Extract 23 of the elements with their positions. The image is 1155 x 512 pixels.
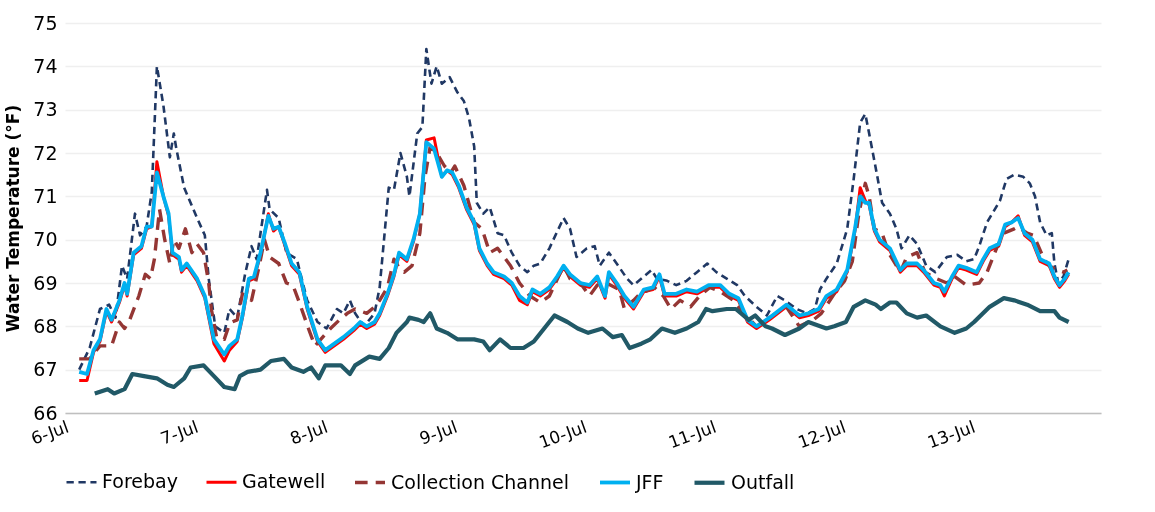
legend-label: Outfall [731,470,795,493]
y-axis-title: Water Temperature (°F) [3,104,24,333]
legend-label: Gatewell [242,470,326,493]
x-tick-label: 9-Jul [416,416,460,449]
y-tick-label: 68 [33,314,58,337]
y-tick-label: 71 [33,184,58,207]
x-tick-label: 13-Jul [924,416,978,453]
y-tick-label: 69 [33,271,58,294]
x-tick-label: 8-Jul [287,416,331,449]
x-tick-label: 12-Jul [795,416,849,453]
y-tick-label: 72 [33,141,58,164]
x-tick-label: 10-Jul [536,416,590,453]
legend-label: Collection Channel [391,470,570,493]
x-tick-label: 7-Jul [157,416,201,449]
y-tick-label: 66 [33,401,58,424]
legend-label: JFF [635,470,664,493]
legend-label: Forebay [102,470,178,493]
y-tick-label: 67 [33,358,58,381]
y-tick-label: 74 [33,54,58,77]
y-tick-label: 73 [33,98,58,121]
x-tick-label: 11-Jul [665,416,719,453]
y-tick-label: 70 [33,228,58,251]
y-tick-label: 75 [33,11,58,34]
